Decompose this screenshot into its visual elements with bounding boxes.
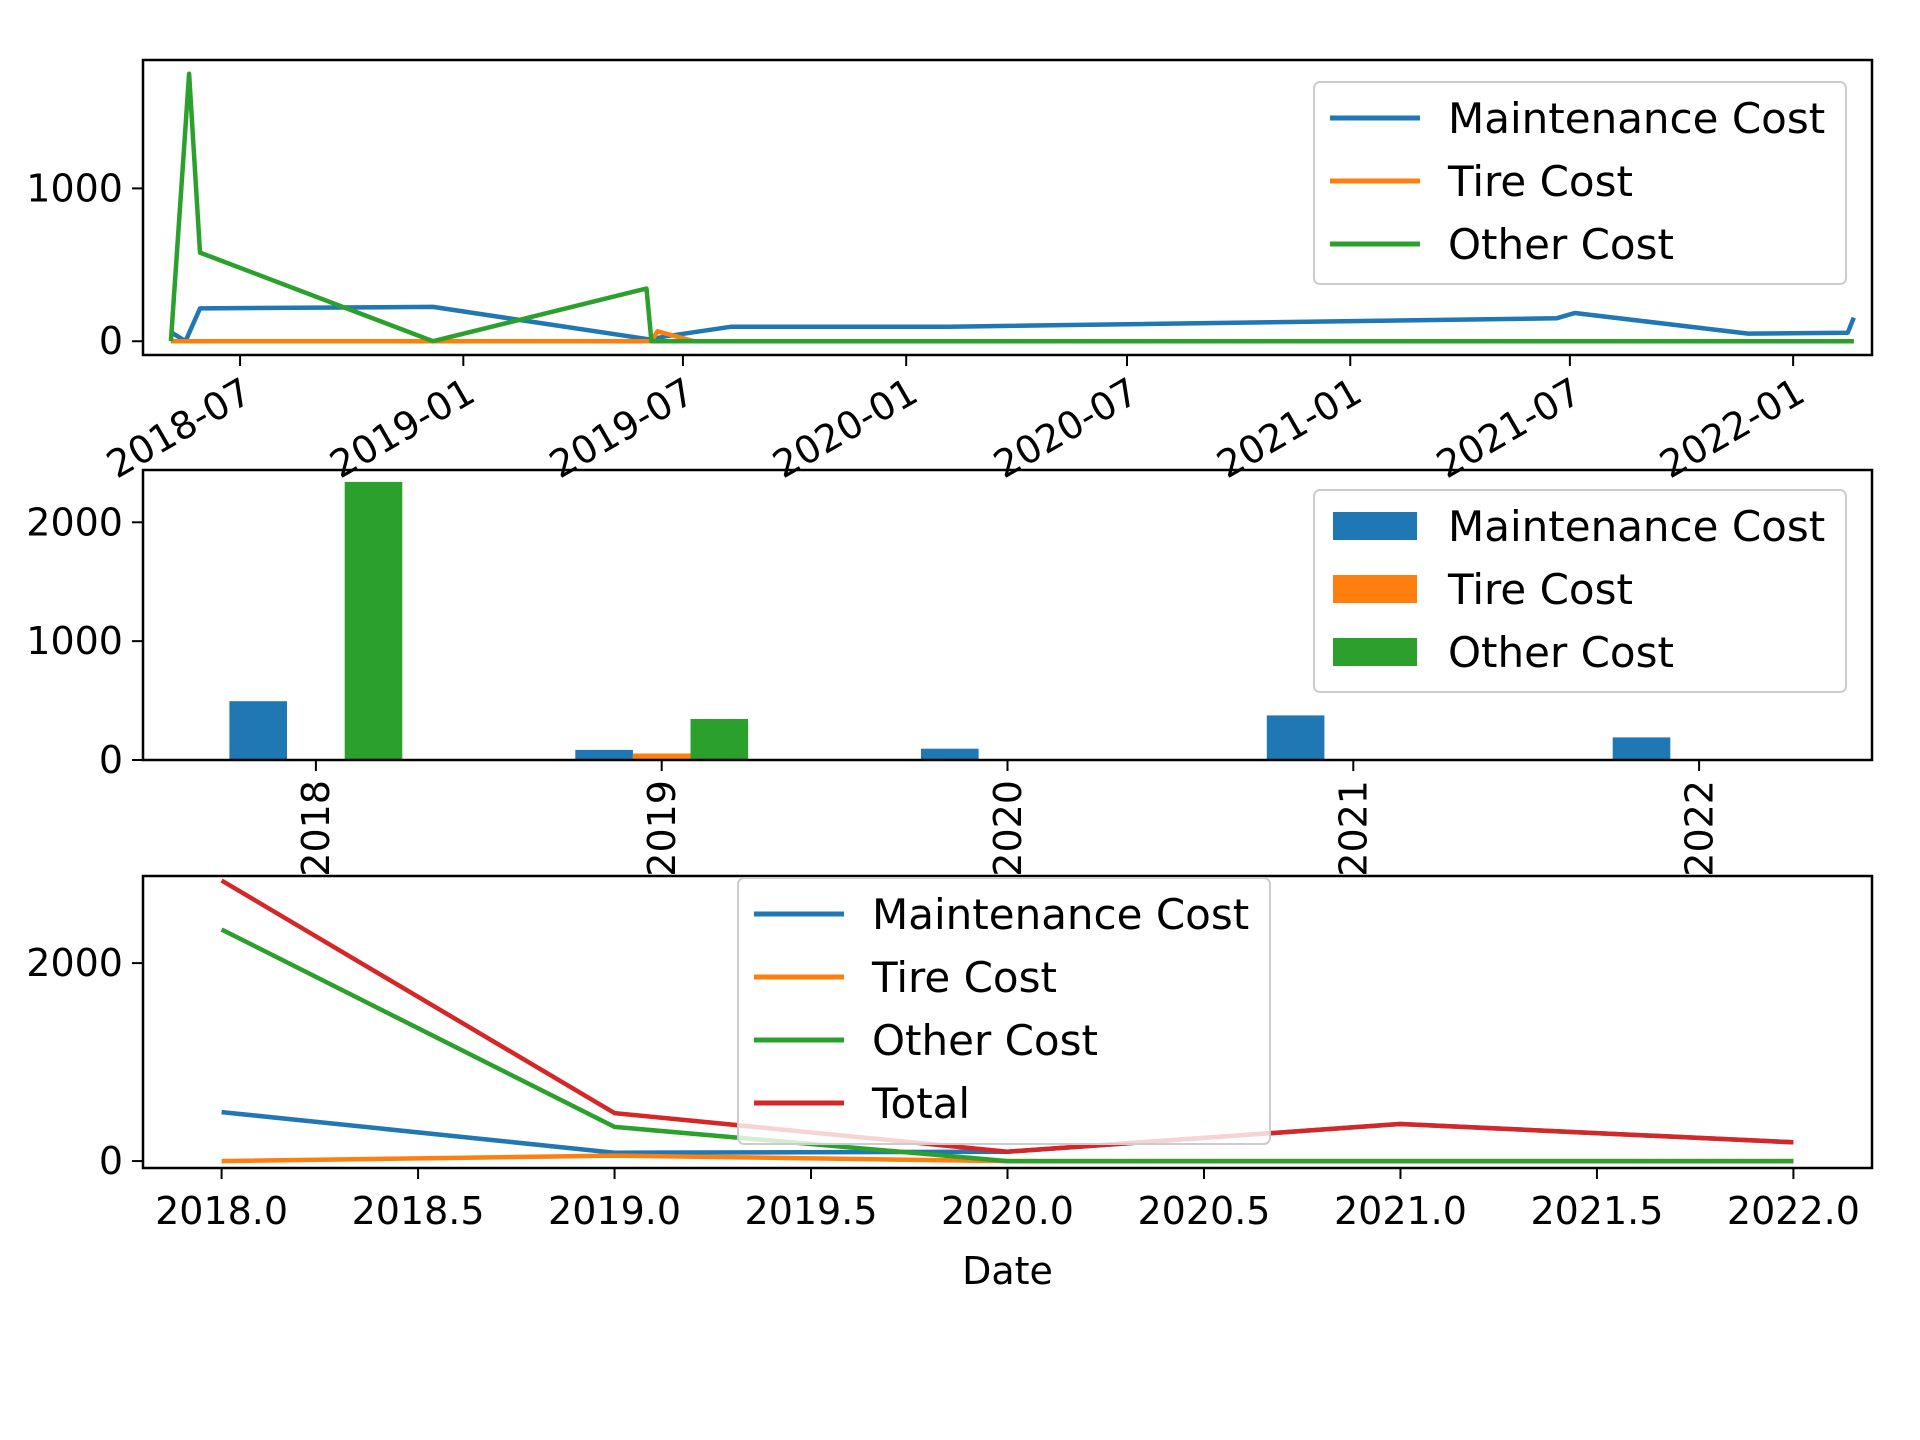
legend-box: [1313, 81, 1847, 285]
bar-other-cost-2018: [344, 481, 403, 760]
legend-swatch-tire-cost: [1333, 575, 1417, 603]
legend-label: Maintenance Cost: [1448, 502, 1825, 551]
legend-label: Tire Cost: [871, 953, 1057, 1002]
series-line-total: [220, 878, 1794, 1154]
series-line-other-cost: [168, 71, 1854, 344]
x-axis-label: Date: [962, 1249, 1053, 1293]
bar-maintenance-cost-2021: [1266, 715, 1325, 760]
legend-label: Other Cost: [1448, 628, 1674, 677]
legend-box: [1313, 489, 1847, 693]
legend-box: [737, 877, 1271, 1145]
x-tick-label: 2019.0: [548, 1189, 681, 1233]
legend-label: Tire Cost: [1447, 157, 1633, 206]
x-tick-label: 2018: [294, 780, 338, 877]
x-tick-label: 2022: [1677, 780, 1721, 877]
x-tick-label: 2021.5: [1530, 1189, 1663, 1233]
series-line-other-cost: [220, 927, 1794, 1164]
legend-label: Total: [871, 1079, 970, 1128]
x-tick-label: 2021.0: [1334, 1189, 1467, 1233]
y-tick-label: 1000: [26, 619, 123, 663]
legend-label: Other Cost: [1448, 220, 1674, 269]
x-tick-label: 2022.0: [1727, 1189, 1860, 1233]
y-tick-label: 0: [99, 738, 123, 782]
y-tick-label: 2000: [26, 941, 123, 985]
x-tick-label: 2019: [640, 780, 684, 877]
line-chart-yearly-totals: 0 2000 2018.0 2018.5 2019.0 2019.5 2020.0 2020.…: [26, 874, 1874, 1293]
legend-swatch-maintenance-cost: [1333, 512, 1417, 540]
legend: Maintenance Cost Tire Cost Other Cost Total: [737, 877, 1271, 1145]
legend: Maintenance Cost Tire Cost Other Cost: [1313, 489, 1847, 693]
y-tick-label: 2000: [26, 500, 123, 544]
bar-tire-cost-2019: [632, 753, 691, 760]
legend-label: Other Cost: [872, 1016, 1098, 1065]
bar-maintenance-cost-2018: [229, 701, 287, 760]
x-tick-label: 2020.5: [1137, 1189, 1270, 1233]
legend-swatch-other-cost: [1333, 638, 1417, 666]
series-line-maintenance-cost: [169, 304, 1856, 344]
legend-label: Maintenance Cost: [1448, 94, 1825, 143]
y-tick-label: 0: [99, 1139, 123, 1183]
bar-other-cost-2019: [690, 719, 749, 760]
legend: Maintenance Cost Tire Cost Other Cost: [1313, 81, 1847, 285]
x-tick-label: 2021: [1332, 780, 1376, 877]
x-tick-label: 2020: [986, 780, 1030, 877]
y-tick-label: 0: [99, 319, 123, 363]
plot-frame: [141, 58, 1874, 357]
bar-maintenance-cost-2020: [921, 748, 979, 760]
bar-maintenance-cost-2019: [575, 749, 633, 760]
x-tick-label: 2018.0: [155, 1189, 288, 1233]
y-tick-label: 1000: [26, 166, 123, 210]
bar-maintenance-cost-2022: [1612, 737, 1671, 760]
legend-label: Maintenance Cost: [872, 890, 1249, 939]
x-tick-label: 2019.5: [745, 1189, 878, 1233]
bar-chart-by-year: 0 1000 2000 2018 2019 2020 2021 2022 Maintenance…: [26, 468, 1874, 877]
x-tick-label: 2018.5: [352, 1189, 485, 1233]
legend-label: Tire Cost: [1447, 565, 1633, 614]
x-tick-label: 2020.0: [941, 1189, 1074, 1233]
